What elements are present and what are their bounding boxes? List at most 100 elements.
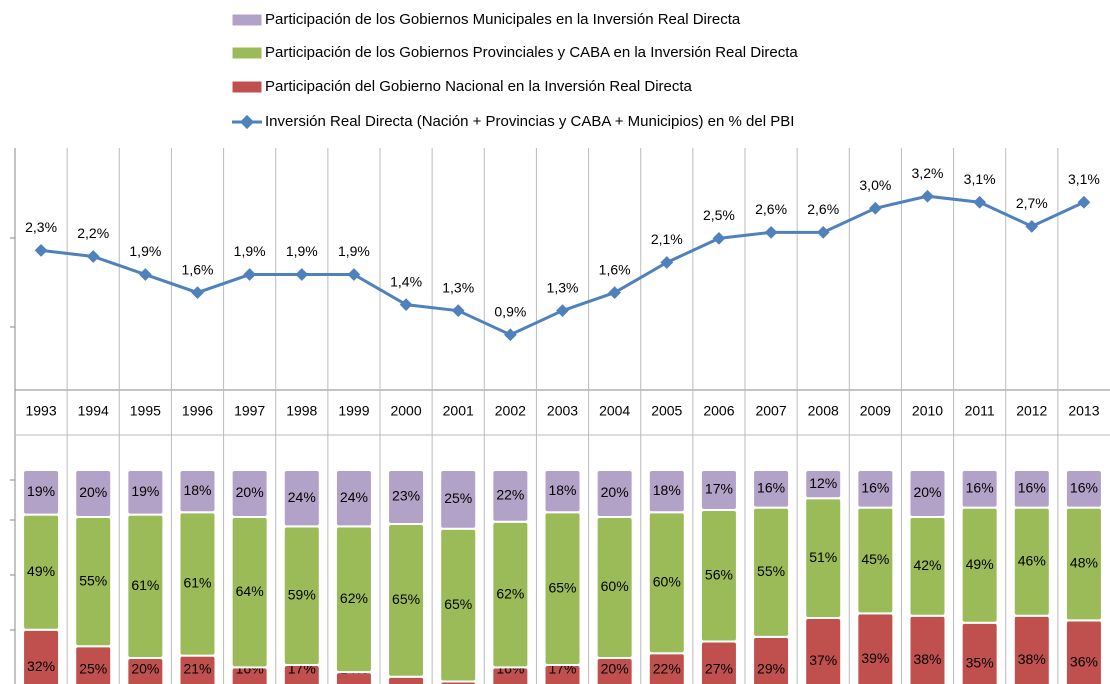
data-label: 62% — [496, 585, 524, 601]
bar-segment — [178, 469, 217, 514]
bar-segment — [856, 612, 895, 684]
data-label: 24% — [288, 489, 316, 505]
data-label: 1,3% — [442, 279, 474, 295]
marker — [660, 256, 674, 269]
marker — [764, 225, 778, 239]
data-label: 16% — [966, 480, 994, 496]
x-tick-label: 1993 — [25, 403, 56, 419]
bar-segment — [543, 469, 582, 514]
legend-swatch — [231, 80, 263, 94]
bar-segment — [960, 621, 999, 684]
data-label: 18% — [548, 482, 576, 498]
bar-segment — [804, 469, 843, 500]
data-label: 19% — [131, 483, 159, 499]
data-label: 65% — [548, 579, 576, 595]
x-tick-label: 2007 — [755, 403, 786, 419]
data-label: 18% — [653, 482, 681, 498]
data-label: 61% — [131, 577, 159, 593]
data-label: 49% — [27, 563, 55, 579]
data-label: 2,6% — [755, 201, 787, 217]
bar-segment — [647, 469, 686, 514]
data-label: 0,9% — [494, 303, 526, 319]
bar-segment — [752, 469, 791, 509]
data-label: 3,0% — [859, 177, 891, 193]
marker — [295, 268, 309, 281]
bar-segment — [126, 469, 165, 516]
x-tick-label: 2000 — [390, 403, 421, 419]
data-label: 16% — [1070, 480, 1098, 496]
data-label: 35% — [966, 655, 994, 671]
legend-label: Participación del Gobierno Nacional en l… — [265, 78, 693, 95]
data-label: 42% — [913, 557, 941, 573]
data-label: 20% — [601, 484, 629, 500]
x-tick-label: 2013 — [1068, 403, 1099, 419]
data-label: 3,1% — [1068, 171, 1100, 187]
x-tick-label: 1998 — [286, 403, 317, 419]
data-label: 20% — [601, 661, 629, 677]
bar-segment — [334, 469, 373, 528]
bar-segment — [1012, 614, 1051, 684]
data-label: 49% — [966, 556, 994, 572]
data-label: 24% — [340, 489, 368, 505]
marker — [608, 286, 622, 299]
bar-segment — [908, 614, 947, 684]
x-tick-label: 2009 — [860, 403, 891, 419]
bar-segment — [804, 617, 843, 684]
data-label: 21% — [183, 661, 211, 677]
x-tick-label: 2008 — [808, 403, 839, 419]
data-label: 16% — [861, 480, 889, 496]
data-label: 20% — [236, 484, 264, 500]
data-label: 2,7% — [1016, 195, 1048, 211]
marker — [503, 328, 517, 342]
data-label: 20% — [131, 661, 159, 677]
marker — [868, 201, 882, 215]
x-tick-label: 2001 — [443, 403, 474, 419]
legend-label: Participación de los Gobiernos Provincia… — [265, 44, 798, 61]
data-label: 1,9% — [234, 243, 266, 259]
marker — [347, 268, 361, 281]
marker — [451, 304, 465, 318]
data-label: 2,2% — [77, 225, 109, 241]
data-label: 1,9% — [286, 243, 318, 259]
data-label: 60% — [601, 578, 629, 594]
legend-label: Inversión Real Directa (Nación + Provinc… — [265, 113, 794, 130]
legend-swatch — [231, 13, 263, 27]
data-label: 2,5% — [703, 207, 735, 223]
marker — [921, 189, 934, 203]
data-label: 1,6% — [599, 261, 631, 277]
data-label: 12% — [809, 475, 837, 491]
data-label: 25% — [444, 490, 472, 506]
bar-segment — [856, 469, 895, 509]
bar-segment — [22, 469, 61, 516]
data-label: 3,2% — [912, 165, 944, 181]
bar-segment — [74, 469, 113, 518]
data-label: 45% — [861, 551, 889, 567]
marker — [712, 232, 726, 245]
x-tick-label: 1997 — [234, 403, 265, 419]
bar-segment — [1012, 469, 1051, 509]
data-label: 62% — [340, 590, 368, 606]
bar-segment — [1064, 469, 1103, 509]
data-label: 60% — [653, 574, 681, 590]
x-tick-label: 1995 — [130, 403, 161, 419]
data-label: 46% — [1018, 552, 1046, 568]
marker — [816, 225, 830, 239]
data-label: 2,1% — [651, 231, 683, 247]
data-label: 16% — [757, 480, 785, 496]
data-label: 25% — [79, 661, 107, 677]
legend-swatch — [239, 114, 255, 130]
bar-segment — [960, 469, 999, 509]
marker — [138, 268, 152, 281]
x-tick-label: 2011 — [965, 403, 995, 419]
x-tick-label: 2003 — [547, 403, 578, 419]
marker — [1025, 219, 1039, 233]
data-label: 2,6% — [807, 201, 839, 217]
bar-segment — [22, 628, 61, 684]
bar-segment — [387, 675, 426, 684]
data-label: 22% — [653, 661, 681, 677]
marker — [191, 286, 204, 299]
data-label: 23% — [392, 488, 420, 504]
data-label: 1,9% — [338, 243, 370, 259]
legend-swatch — [231, 46, 263, 60]
data-label: 17% — [705, 481, 733, 497]
